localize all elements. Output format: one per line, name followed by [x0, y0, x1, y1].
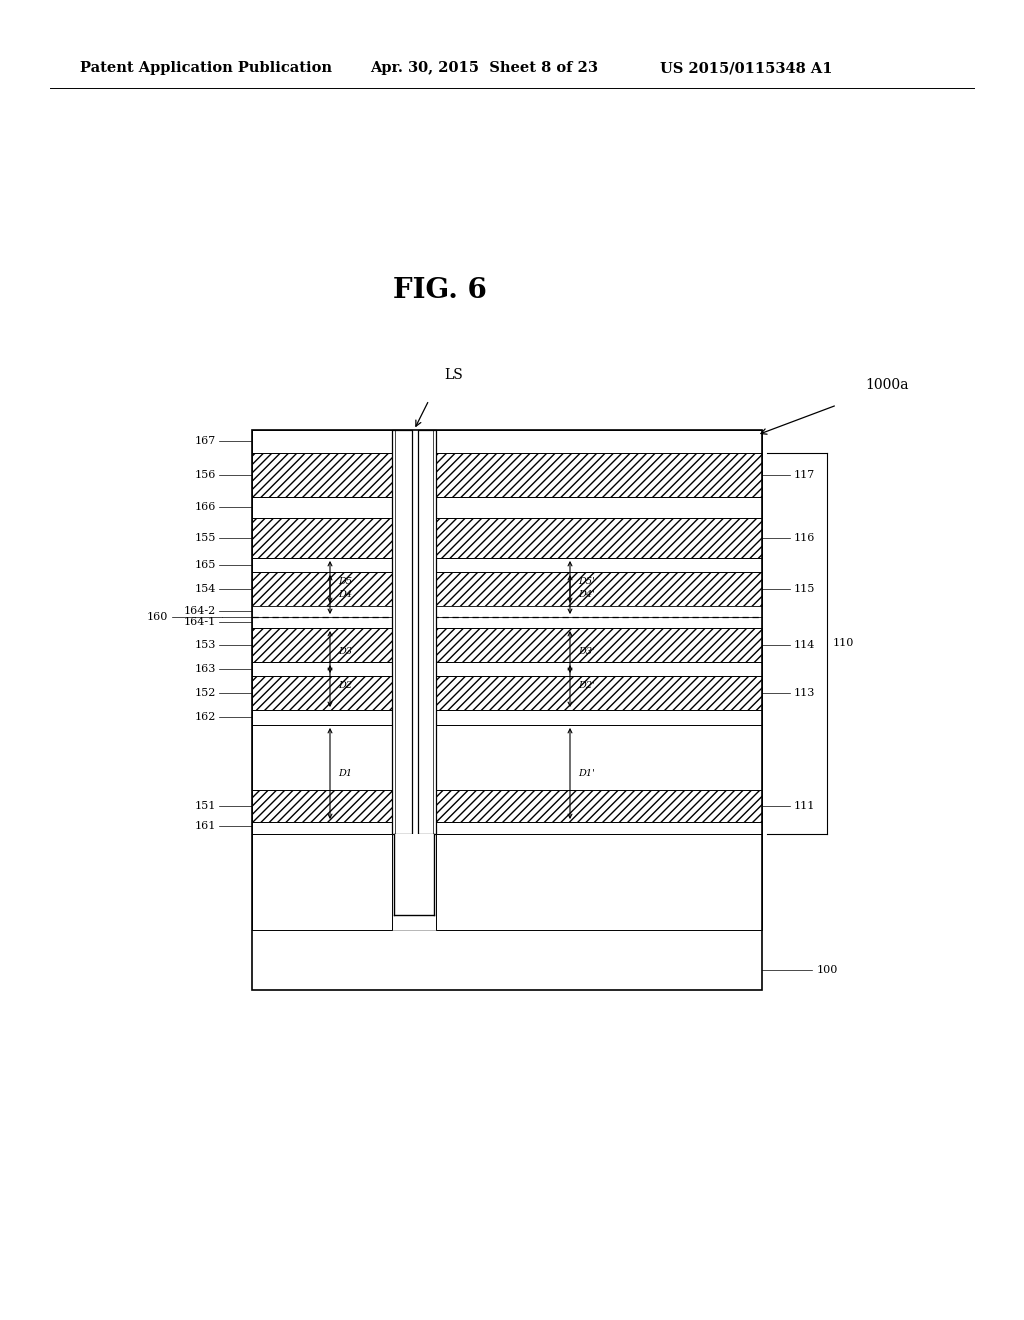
- Bar: [252, 834, 392, 931]
- Bar: [252, 606, 392, 616]
- Bar: [436, 453, 762, 498]
- Bar: [436, 616, 762, 628]
- Text: 117: 117: [794, 470, 815, 480]
- Text: 115: 115: [794, 583, 815, 594]
- Text: 114: 114: [794, 640, 815, 649]
- Bar: [436, 498, 762, 517]
- Text: D4: D4: [338, 590, 352, 599]
- Text: 167: 167: [195, 436, 216, 446]
- Text: 111: 111: [794, 801, 815, 810]
- Bar: [418, 430, 436, 834]
- Bar: [252, 676, 392, 710]
- Text: 110: 110: [833, 638, 854, 648]
- Bar: [436, 676, 762, 710]
- Text: 166: 166: [195, 502, 216, 512]
- Bar: [436, 822, 762, 834]
- Text: 160: 160: [146, 612, 168, 622]
- Bar: [436, 834, 762, 931]
- Text: 154: 154: [195, 583, 216, 594]
- Text: D2: D2: [338, 681, 352, 690]
- Bar: [252, 558, 392, 572]
- Bar: [252, 822, 392, 834]
- Text: FIG. 6: FIG. 6: [393, 276, 487, 304]
- Text: 165: 165: [195, 560, 216, 570]
- Text: 1000a: 1000a: [865, 378, 908, 392]
- Text: 164-2: 164-2: [183, 606, 216, 616]
- Bar: [394, 834, 434, 915]
- Text: 156: 156: [195, 470, 216, 480]
- Bar: [252, 789, 392, 822]
- Text: D3': D3': [578, 648, 595, 656]
- Bar: [392, 430, 412, 834]
- Bar: [252, 430, 762, 990]
- Bar: [252, 616, 392, 628]
- Text: 163: 163: [195, 664, 216, 675]
- Text: 161: 161: [195, 821, 216, 832]
- Bar: [436, 517, 762, 558]
- Bar: [412, 430, 418, 834]
- Text: D1': D1': [578, 770, 595, 777]
- Text: D4': D4': [578, 590, 595, 599]
- Bar: [436, 558, 762, 572]
- Text: 116: 116: [794, 533, 815, 543]
- Text: D3: D3: [338, 648, 352, 656]
- Bar: [252, 430, 392, 453]
- Bar: [252, 498, 392, 517]
- Text: D5': D5': [578, 578, 595, 586]
- Text: US 2015/0115348 A1: US 2015/0115348 A1: [660, 61, 833, 75]
- Text: D5: D5: [338, 578, 352, 586]
- Text: 164-1: 164-1: [183, 616, 216, 627]
- Text: D1: D1: [338, 770, 352, 777]
- Bar: [436, 628, 762, 663]
- Text: Apr. 30, 2015  Sheet 8 of 23: Apr. 30, 2015 Sheet 8 of 23: [370, 61, 598, 75]
- Text: Patent Application Publication: Patent Application Publication: [80, 61, 332, 75]
- Bar: [252, 628, 392, 663]
- Text: 151: 151: [195, 801, 216, 810]
- Bar: [252, 453, 392, 498]
- Bar: [436, 789, 762, 822]
- Text: 152: 152: [195, 688, 216, 698]
- Text: 100: 100: [817, 965, 839, 975]
- Text: 113: 113: [794, 688, 815, 698]
- Text: 162: 162: [195, 711, 216, 722]
- Text: D2': D2': [578, 681, 595, 690]
- Bar: [252, 725, 392, 789]
- Bar: [252, 572, 392, 606]
- Text: 155: 155: [195, 533, 216, 543]
- Bar: [252, 517, 392, 558]
- Bar: [436, 572, 762, 606]
- Bar: [252, 710, 392, 725]
- Text: LS: LS: [444, 368, 464, 381]
- Bar: [436, 710, 762, 725]
- Bar: [436, 606, 762, 616]
- Bar: [436, 663, 762, 676]
- Text: 153: 153: [195, 640, 216, 649]
- Bar: [252, 663, 392, 676]
- Bar: [436, 430, 762, 453]
- Bar: [436, 725, 762, 789]
